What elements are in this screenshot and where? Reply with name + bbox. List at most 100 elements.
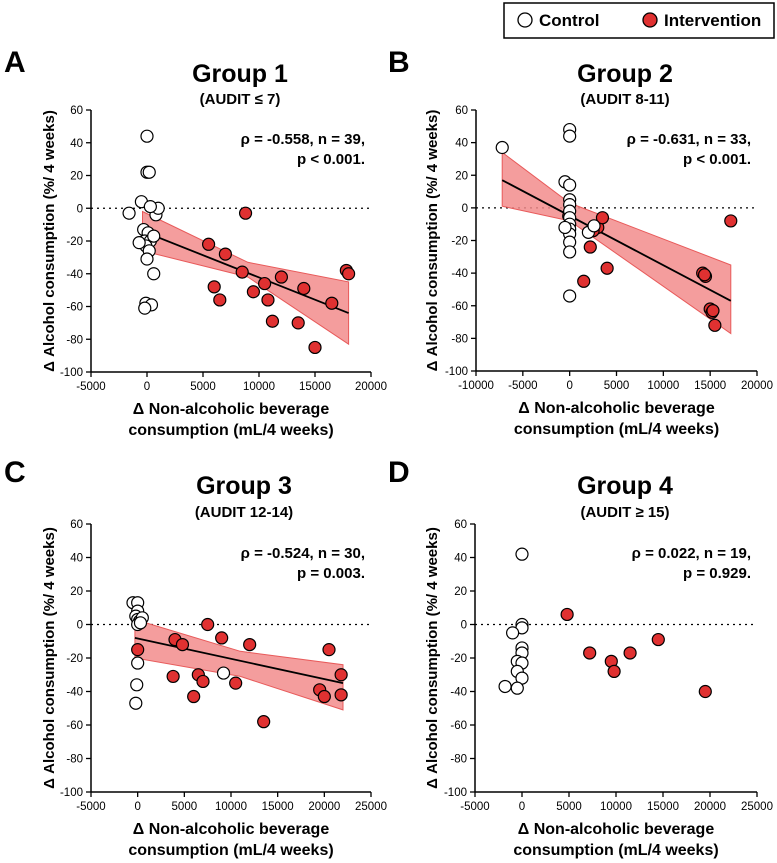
panel-letter: C <box>4 456 26 489</box>
control-point <box>563 129 577 143</box>
y-tick-label: -20 <box>66 236 83 248</box>
x-tick-label: 10000 <box>215 801 247 813</box>
x-axis-label-line1: Δ Non-alcoholic beverage <box>133 821 330 838</box>
intervention-point <box>213 293 227 307</box>
chart-title: Group 2 <box>577 60 673 88</box>
intervention-point <box>706 304 720 318</box>
panel-d: D Group 4 (AUDIT ≥ 15) Δ Alcohol consumptio… <box>388 456 773 859</box>
control-point <box>143 200 157 214</box>
intervention-point <box>583 646 597 660</box>
panel-b: B Group 2 (AUDIT 8-11) Δ Alcohol consumptio… <box>388 46 773 438</box>
x-tick-label: 20000 <box>355 381 387 393</box>
intervention-point <box>196 674 210 689</box>
control-point <box>131 656 145 670</box>
y-tick-label: -100 <box>60 367 83 379</box>
intervention-point <box>291 316 305 330</box>
intervention-point <box>698 684 712 699</box>
y-tick-label: -40 <box>450 687 467 699</box>
y-tick-label: 0 <box>77 620 83 632</box>
intervention-point <box>577 274 591 288</box>
x-tick-label: 5000 <box>190 381 216 393</box>
intervention-point <box>308 340 322 355</box>
x-tick-label: 0 <box>144 381 150 393</box>
confidence-band <box>501 151 732 335</box>
control-point <box>129 696 143 710</box>
y-tick-label: -60 <box>451 301 468 313</box>
legend-intervention-label: Intervention <box>664 11 761 30</box>
x-tick-label: 25000 <box>741 801 773 813</box>
intervention-point <box>258 276 272 291</box>
intervention-point <box>201 617 215 632</box>
x-tick-label: 20000 <box>308 801 340 813</box>
control-point <box>498 679 512 694</box>
intervention-point <box>623 646 637 660</box>
y-tick-label: 40 <box>70 138 83 150</box>
control-point <box>505 626 520 640</box>
intervention-point <box>229 676 243 690</box>
stats-annotation-line1: ρ = 0.022, n = 19, <box>632 545 751 562</box>
y-tick-label: -60 <box>450 720 467 732</box>
intervention-point <box>243 637 257 652</box>
panel-c: C Group 3 (AUDIT 12-14) Δ Alcohol consumpti… <box>4 456 387 859</box>
intervention-point <box>166 669 180 684</box>
intervention-point <box>218 247 232 261</box>
intervention-point <box>207 280 221 294</box>
y-tick-label: 60 <box>70 105 83 117</box>
panel-letter: B <box>388 46 410 79</box>
y-tick-label: -40 <box>451 268 468 280</box>
control-point <box>140 252 154 266</box>
x-tick-label: 20000 <box>694 801 726 813</box>
control-point <box>216 666 231 680</box>
chart-subtitle: (AUDIT ≤ 7) <box>200 91 281 108</box>
x-axis-label-line1: Δ Non-alcoholic beverage <box>518 821 715 838</box>
confidence-band <box>134 618 344 711</box>
intervention-point <box>246 285 260 299</box>
control-point <box>510 681 524 695</box>
x-axis-label-line1: Δ Non-alcoholic beverage <box>133 401 330 418</box>
intervention-point <box>325 296 339 310</box>
legend-frame <box>503 2 775 39</box>
intervention-point <box>334 668 348 682</box>
x-axis-label-line2: consumption (mL/4 weeks) <box>514 421 719 438</box>
y-tick-label: -100 <box>444 787 467 799</box>
y-tick-label: 20 <box>454 586 467 598</box>
legend-control-label: Control <box>539 11 599 30</box>
intervention-point <box>317 689 331 704</box>
y-tick-label: 60 <box>454 519 467 531</box>
stats-annotation-line1: ρ = -0.558, n = 39, <box>241 131 365 148</box>
x-tick-label: -5000 <box>460 801 489 813</box>
x-tick-label: 10000 <box>600 801 632 813</box>
y-tick-label: -60 <box>66 720 83 732</box>
intervention-point <box>202 237 216 251</box>
x-tick-label: 0 <box>134 801 140 813</box>
control-point <box>138 301 152 315</box>
x-tick-label: 0 <box>566 380 572 392</box>
x-tick-label: -5000 <box>76 381 105 393</box>
stats-annotation-line2: p < 0.001. <box>297 151 365 168</box>
y-tick-label: -80 <box>66 334 83 346</box>
control-point <box>558 220 572 235</box>
y-axis-label: Δ Alcohol consumption (%/ 4 weeks) <box>424 527 441 789</box>
y-tick-label: 20 <box>70 171 83 183</box>
x-tick-label: 0 <box>519 801 525 813</box>
x-tick-label: 5000 <box>172 801 198 813</box>
x-axis-label-line2: consumption (mL/4 weeks) <box>128 842 333 859</box>
x-tick-label: 10000 <box>243 381 275 393</box>
y-tick-label: 0 <box>77 203 83 215</box>
intervention-point <box>235 265 249 279</box>
y-tick-label: 40 <box>70 553 83 565</box>
control-point <box>130 678 144 692</box>
y-tick-label: -20 <box>451 236 468 248</box>
y-axis-label: Δ Alcohol consumption (%/ 4 weeks) <box>424 110 441 372</box>
x-axis-label-line2: consumption (mL/4 weeks) <box>128 422 333 439</box>
control-point <box>515 547 529 561</box>
intervention-point <box>697 268 712 282</box>
x-tick-label: 10000 <box>647 380 679 392</box>
control-point <box>140 129 154 143</box>
control-point <box>147 229 161 243</box>
x-tick-label: 15000 <box>694 380 726 392</box>
control-point <box>147 267 161 281</box>
intervention-point <box>215 631 229 645</box>
control-point <box>133 616 148 630</box>
y-tick-label: 60 <box>70 519 83 531</box>
